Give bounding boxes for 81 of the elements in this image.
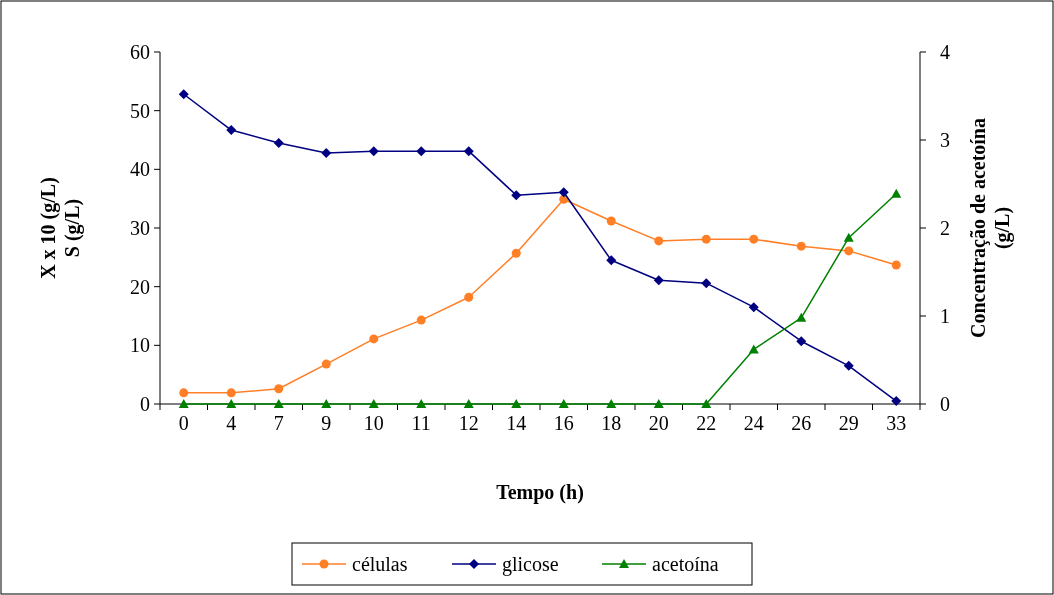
x-tick-label: 12 <box>458 412 479 434</box>
x-tick-label: 0 <box>178 412 189 434</box>
y-tick-label: 30 <box>130 217 150 239</box>
point <box>891 396 902 407</box>
point <box>416 399 427 408</box>
point <box>749 234 759 244</box>
point <box>748 302 759 313</box>
y-tick-label: 20 <box>130 275 150 298</box>
point <box>321 359 331 369</box>
x-tick-label: 7 <box>273 412 284 434</box>
point <box>891 260 901 270</box>
y2-axis-title: Concentração de acetoína (g/L) <box>967 118 1014 338</box>
x-tick-label: 29 <box>838 412 859 434</box>
point <box>179 388 189 398</box>
point <box>463 399 474 408</box>
point <box>511 190 522 201</box>
y-tick-label: 50 <box>130 99 150 122</box>
point <box>653 399 664 408</box>
point <box>368 399 379 408</box>
x-tick-label: 20 <box>648 412 669 434</box>
y-tick-label: 60 <box>130 41 150 63</box>
point <box>654 236 664 246</box>
point <box>226 125 237 136</box>
x-tick-label: 11 <box>411 412 431 434</box>
x-tick-label: 9 <box>321 412 332 434</box>
point <box>558 399 569 408</box>
point <box>511 399 522 408</box>
point <box>891 188 902 198</box>
point <box>606 216 616 226</box>
point <box>796 312 807 322</box>
y-tick-label: 40 <box>130 158 150 181</box>
y2-tick-label: 4 <box>940 41 950 63</box>
x-tick-label: 24 <box>743 412 764 434</box>
y-tick-label: 0 <box>140 393 150 415</box>
point <box>653 275 664 286</box>
y2-tick-label: 3 <box>940 129 950 151</box>
point <box>226 388 236 398</box>
point <box>464 292 474 302</box>
point <box>273 137 284 148</box>
y-tick-label: 10 <box>130 334 150 357</box>
point <box>321 147 332 158</box>
x-tick-label: 14 <box>506 412 527 434</box>
x-tick-label: 26 <box>791 412 812 434</box>
x-axis-title: Tempo (h) <box>496 481 584 504</box>
point <box>416 315 426 325</box>
point <box>843 232 854 242</box>
point <box>558 187 569 198</box>
point <box>463 146 474 157</box>
point <box>843 360 854 371</box>
y2-tick-label: 2 <box>940 217 950 239</box>
point <box>606 399 617 408</box>
x-tick-label: 16 <box>553 412 574 434</box>
point <box>844 246 854 256</box>
point <box>274 384 284 394</box>
point <box>606 255 617 266</box>
y2-tick-label: 0 <box>940 393 950 415</box>
legend-label: acetoína <box>652 553 719 575</box>
point <box>796 241 806 251</box>
point <box>511 248 521 258</box>
y-axis-title: X x 10 (g/L) S (g/L) <box>37 177 84 279</box>
point <box>369 334 379 344</box>
point <box>273 399 284 408</box>
point <box>796 336 807 347</box>
x-tick-label: 4 <box>226 412 237 434</box>
point <box>701 399 712 408</box>
point <box>748 344 759 354</box>
point <box>701 278 712 289</box>
point <box>368 146 379 157</box>
x-tick-label: 18 <box>601 412 622 434</box>
point <box>178 89 189 100</box>
point <box>416 146 427 157</box>
point <box>321 399 332 408</box>
x-tick-label: 10 <box>363 412 384 434</box>
x-tick-label: 22 <box>696 412 717 434</box>
legend-label: células <box>352 553 408 575</box>
legend-label: glicose <box>502 553 559 576</box>
y2-tick-label: 1 <box>940 305 950 327</box>
point <box>178 399 189 408</box>
point <box>226 399 237 408</box>
x-tick-label: 33 <box>886 412 907 434</box>
point <box>701 234 711 244</box>
